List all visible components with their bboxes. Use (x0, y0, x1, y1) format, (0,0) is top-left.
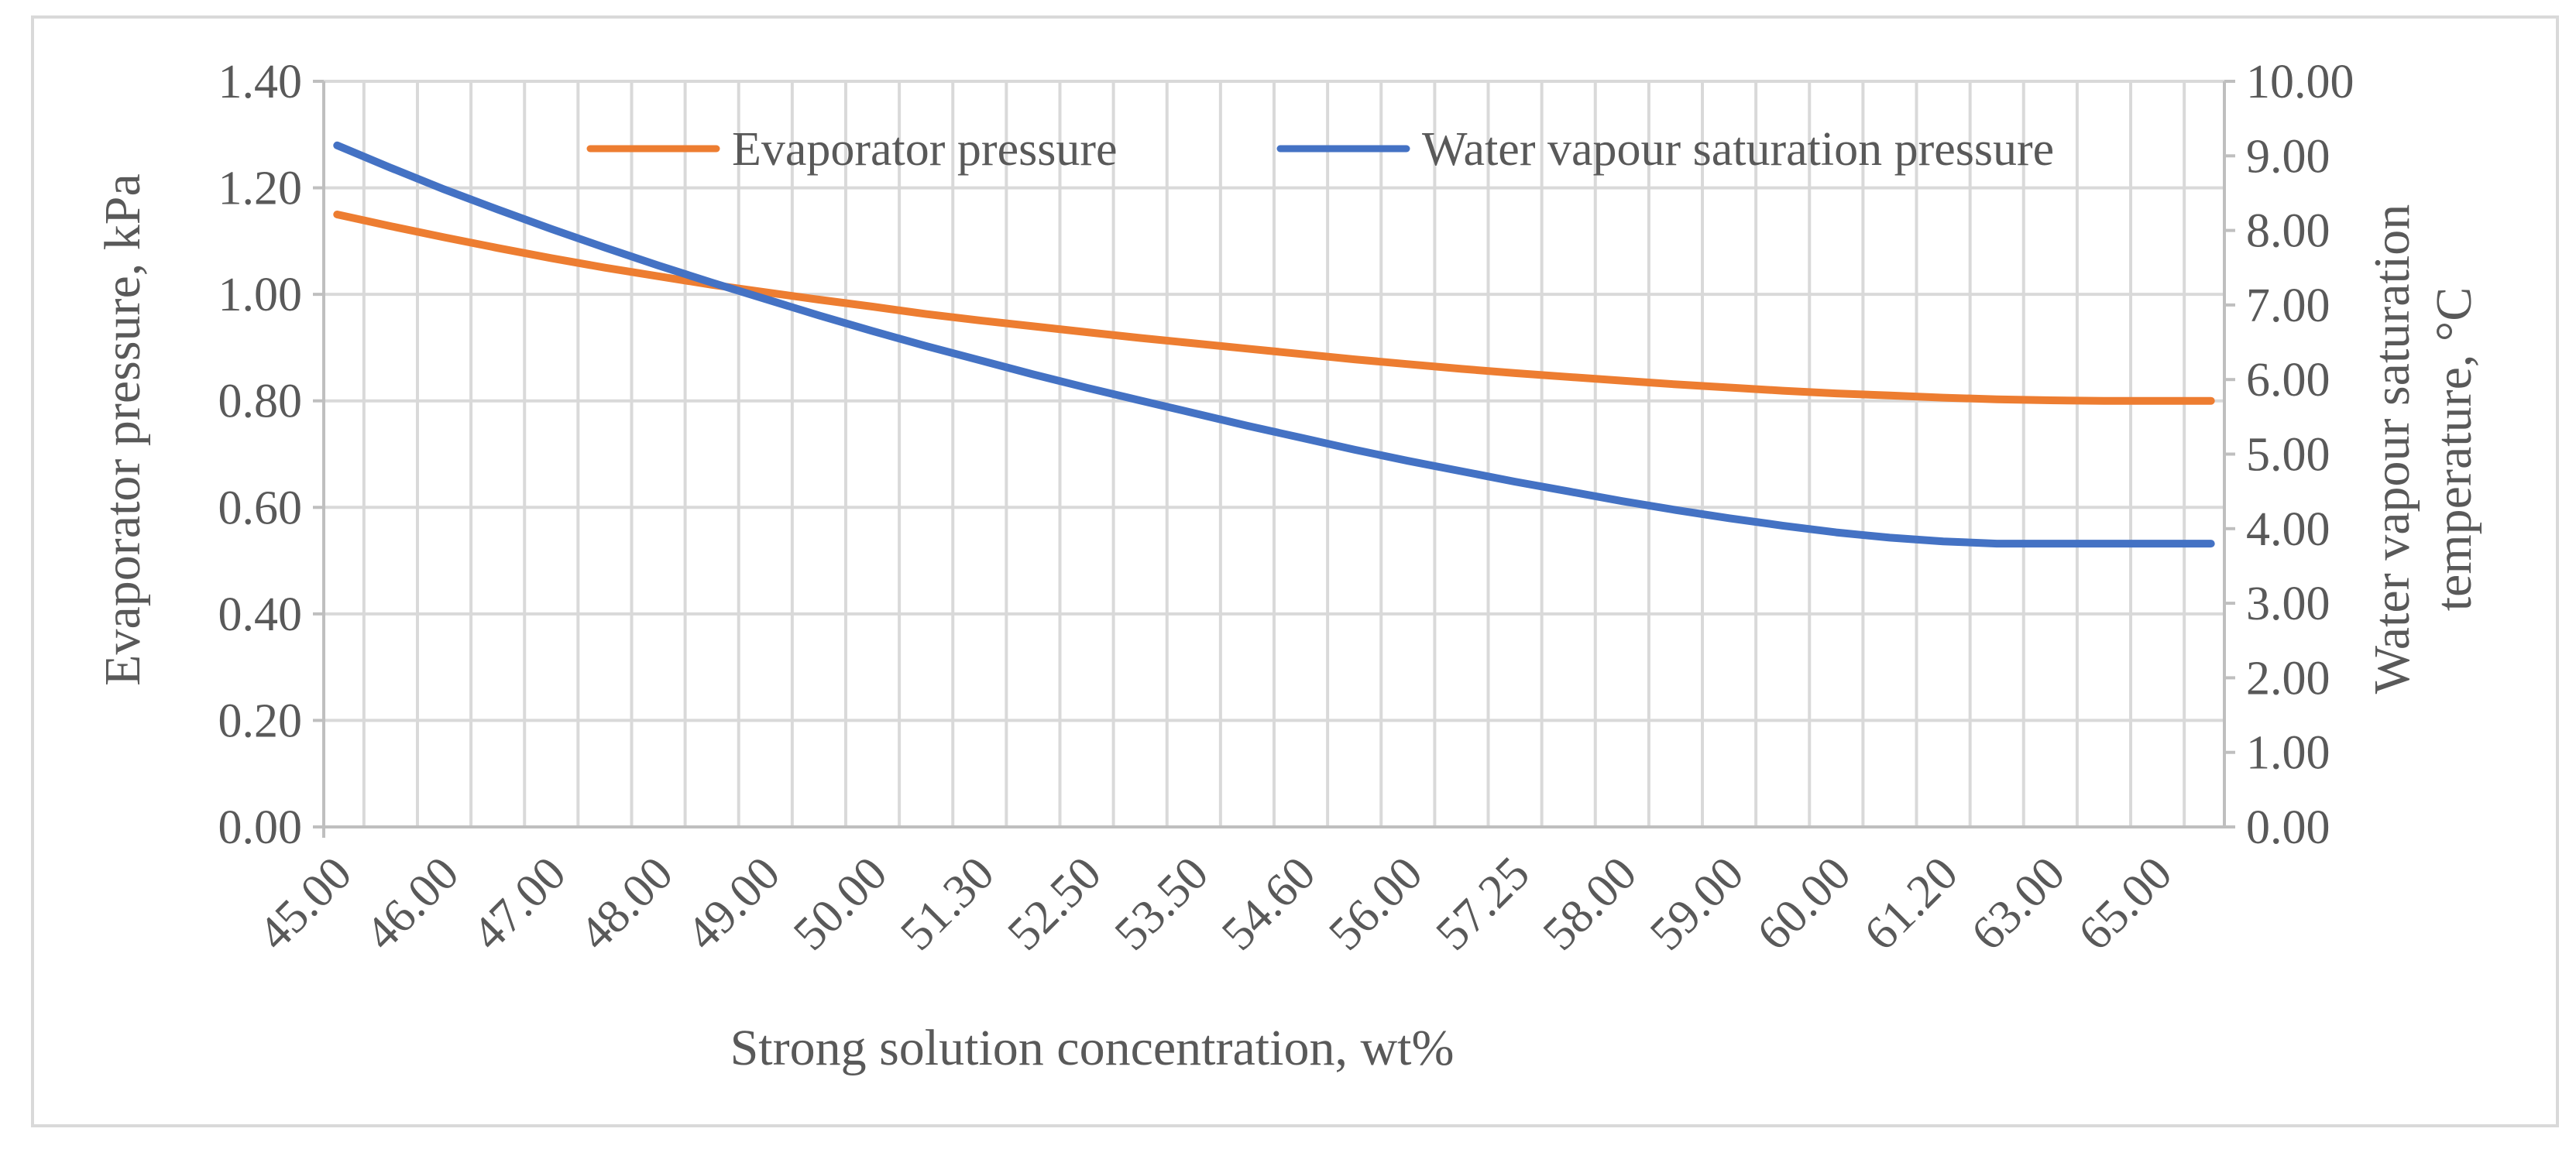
legend: Evaporator pressure Water vapour saturat… (586, 123, 2054, 176)
right-tick-label: 7.00 (2246, 280, 2330, 332)
left-tick-label: 1.40 (218, 56, 303, 108)
left-axis-title: Evaporator pressure, kPa (94, 173, 151, 686)
series-line-water-vapour-saturation-pressure (333, 141, 2215, 548)
left-axis-ticks: 0.00 0.20 0.40 0.60 0.80 1.00 1.20 1.40 (218, 56, 324, 854)
left-tick-label: 1.20 (218, 163, 303, 215)
left-tick-label: 0.20 (218, 695, 303, 747)
right-tick-label: 9.00 (2246, 130, 2330, 183)
series-line-evaporator-pressure (333, 211, 2215, 405)
right-tick-label: 8.00 (2246, 205, 2330, 258)
right-axis-title: Water vapour saturation temperature, °C (2364, 204, 2482, 694)
right-axis-title-line-2: temperature, °C (2426, 287, 2482, 612)
right-axis-title-line-1: Water vapour saturation (2364, 204, 2420, 694)
series-lines (333, 141, 2215, 548)
right-tick-label: 10.00 (2246, 56, 2354, 108)
chart-border (31, 15, 2559, 1127)
left-tick-label: 0.80 (218, 376, 303, 428)
legend-label-evaporator-pressure: Evaporator pressure (732, 123, 1118, 176)
gridlines (324, 80, 2224, 828)
right-tick-label: 2.00 (2246, 652, 2330, 705)
legend-label-water-vapour-saturation-pressure: Water vapour saturation pressure (1422, 123, 2054, 176)
left-tick-label: 1.00 (218, 269, 303, 321)
right-tick-label: 6.00 (2246, 354, 2330, 406)
right-tick-label: 0.00 (2246, 801, 2330, 854)
right-axis-ticks: 0.00 1.00 2.00 3.00 4.00 5.00 6.00 7.00 8.00 9.00… (2224, 56, 2354, 854)
left-tick-label: 0.40 (218, 588, 303, 641)
right-tick-label: 1.00 (2246, 727, 2330, 780)
right-tick-label: 4.00 (2246, 503, 2330, 556)
right-tick-label: 3.00 (2246, 578, 2330, 630)
x-axis-title: Strong solution concentration, wt% (730, 1020, 1455, 1076)
right-tick-label: 5.00 (2246, 429, 2330, 482)
left-tick-label: 0.60 (218, 482, 303, 534)
left-tick-label: 0.00 (218, 801, 303, 854)
